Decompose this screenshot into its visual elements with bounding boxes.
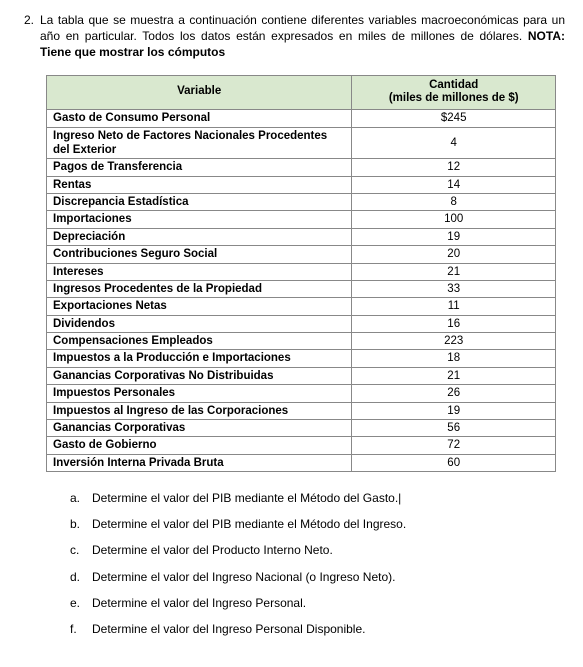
table-row: Rentas14 (47, 176, 556, 193)
variable-cell: Impuestos al Ingreso de las Corporacione… (47, 402, 352, 419)
subquestion-text: Determine el valor del Producto Interno … (92, 542, 565, 558)
variable-cell: Impuestos Personales (47, 385, 352, 402)
subquestion-letter: e. (70, 595, 92, 611)
variable-cell: Gasto de Gobierno (47, 437, 352, 454)
variable-cell: Ganancias Corporativas (47, 419, 352, 436)
variable-cell: Inversión Interna Privada Bruta (47, 454, 352, 471)
table-row: Intereses21 (47, 263, 556, 280)
variable-cell: Exportaciones Netas (47, 298, 352, 315)
subquestion-text: Determine el valor del PIB mediante el M… (92, 490, 565, 506)
table-row: Impuestos Personales26 (47, 385, 556, 402)
subquestion-text: Determine el valor del PIB mediante el M… (92, 516, 565, 532)
subquestion-letter: f. (70, 621, 92, 637)
value-cell: 12 (352, 159, 556, 176)
value-cell: 19 (352, 402, 556, 419)
variable-cell: Ingresos Procedentes de la Propiedad (47, 280, 352, 297)
table-row: Importaciones100 (47, 211, 556, 228)
table-row: Discrepancia Estadística8 (47, 194, 556, 211)
variable-cell: Pagos de Transferencia (47, 159, 352, 176)
table-row: Dividendos16 (47, 315, 556, 332)
header-qty-line1: Cantidad (429, 79, 478, 91)
header-quantity: Cantidad (miles de millones de $) (352, 75, 556, 110)
value-cell: 8 (352, 194, 556, 211)
table-row: Gasto de Gobierno72 (47, 437, 556, 454)
value-cell: 26 (352, 385, 556, 402)
question-row: 2. La tabla que se muestra a continuació… (18, 12, 565, 61)
value-cell: 19 (352, 228, 556, 245)
variable-cell: Gasto de Consumo Personal (47, 110, 352, 127)
subquestion-text: Determine el valor del Ingreso Nacional … (92, 569, 565, 585)
table-row: Ganancias Corporativas No Distribuidas21 (47, 367, 556, 384)
value-cell: 16 (352, 315, 556, 332)
table-row: Inversión Interna Privada Bruta60 (47, 454, 556, 471)
subquestion-letter: b. (70, 516, 92, 532)
subquestion-row: b.Determine el valor del PIB mediante el… (70, 516, 565, 532)
variable-cell: Compensaciones Empleados (47, 333, 352, 350)
question-number: 2. (18, 12, 40, 61)
value-cell: 72 (352, 437, 556, 454)
variable-cell: Depreciación (47, 228, 352, 245)
subquestion-text: Determine el valor del Ingreso Personal … (92, 621, 565, 637)
value-cell: 33 (352, 280, 556, 297)
value-cell: 14 (352, 176, 556, 193)
value-cell: 60 (352, 454, 556, 471)
variable-cell: Rentas (47, 176, 352, 193)
subquestion-row: c.Determine el valor del Producto Intern… (70, 542, 565, 558)
subquestion-text: Determine el valor del Ingreso Personal. (92, 595, 565, 611)
variable-cell: Intereses (47, 263, 352, 280)
subquestion-list: a.Determine el valor del PIB mediante el… (70, 490, 565, 637)
subquestion-row: e.Determine el valor del Ingreso Persona… (70, 595, 565, 611)
question-text: La tabla que se muestra a continuación c… (40, 12, 565, 61)
table-row: Ingresos Procedentes de la Propiedad33 (47, 280, 556, 297)
subquestion-row: f.Determine el valor del Ingreso Persona… (70, 621, 565, 637)
table-row: Compensaciones Empleados223 (47, 333, 556, 350)
subquestion-row: d.Determine el valor del Ingreso Naciona… (70, 569, 565, 585)
table-row: Pagos de Transferencia12 (47, 159, 556, 176)
variable-cell: Ingreso Neto de Factores Nacionales Proc… (47, 127, 352, 159)
variable-cell: Contribuciones Seguro Social (47, 246, 352, 263)
table-row: Ganancias Corporativas56 (47, 419, 556, 436)
variable-cell: Impuestos a la Producción e Importacione… (47, 350, 352, 367)
value-cell: $245 (352, 110, 556, 127)
variable-cell: Dividendos (47, 315, 352, 332)
variable-cell: Importaciones (47, 211, 352, 228)
question-intro-part1: La tabla que se muestra a continuación c… (40, 13, 565, 43)
table-row: Impuestos a la Producción e Importacione… (47, 350, 556, 367)
value-cell: 20 (352, 246, 556, 263)
header-qty-line2: (miles de millones de $) (389, 92, 519, 104)
subquestion-row: a.Determine el valor del PIB mediante el… (70, 490, 565, 506)
table-row: Impuestos al Ingreso de las Corporacione… (47, 402, 556, 419)
value-cell: 4 (352, 127, 556, 159)
value-cell: 11 (352, 298, 556, 315)
value-cell: 100 (352, 211, 556, 228)
variable-cell: Ganancias Corporativas No Distribuidas (47, 367, 352, 384)
value-cell: 223 (352, 333, 556, 350)
value-cell: 21 (352, 367, 556, 384)
value-cell: 18 (352, 350, 556, 367)
variable-cell: Discrepancia Estadística (47, 194, 352, 211)
header-variable: Variable (47, 75, 352, 110)
table-row: Depreciación19 (47, 228, 556, 245)
table-header-row: Variable Cantidad (miles de millones de … (47, 75, 556, 110)
table-row: Gasto de Consumo Personal$245 (47, 110, 556, 127)
subquestion-letter: a. (70, 490, 92, 506)
subquestion-letter: d. (70, 569, 92, 585)
value-cell: 21 (352, 263, 556, 280)
subquestion-letter: c. (70, 542, 92, 558)
table-row: Ingreso Neto de Factores Nacionales Proc… (47, 127, 556, 159)
table-row: Exportaciones Netas11 (47, 298, 556, 315)
table-row: Contribuciones Seguro Social20 (47, 246, 556, 263)
value-cell: 56 (352, 419, 556, 436)
macro-variables-table: Variable Cantidad (miles de millones de … (46, 75, 556, 472)
